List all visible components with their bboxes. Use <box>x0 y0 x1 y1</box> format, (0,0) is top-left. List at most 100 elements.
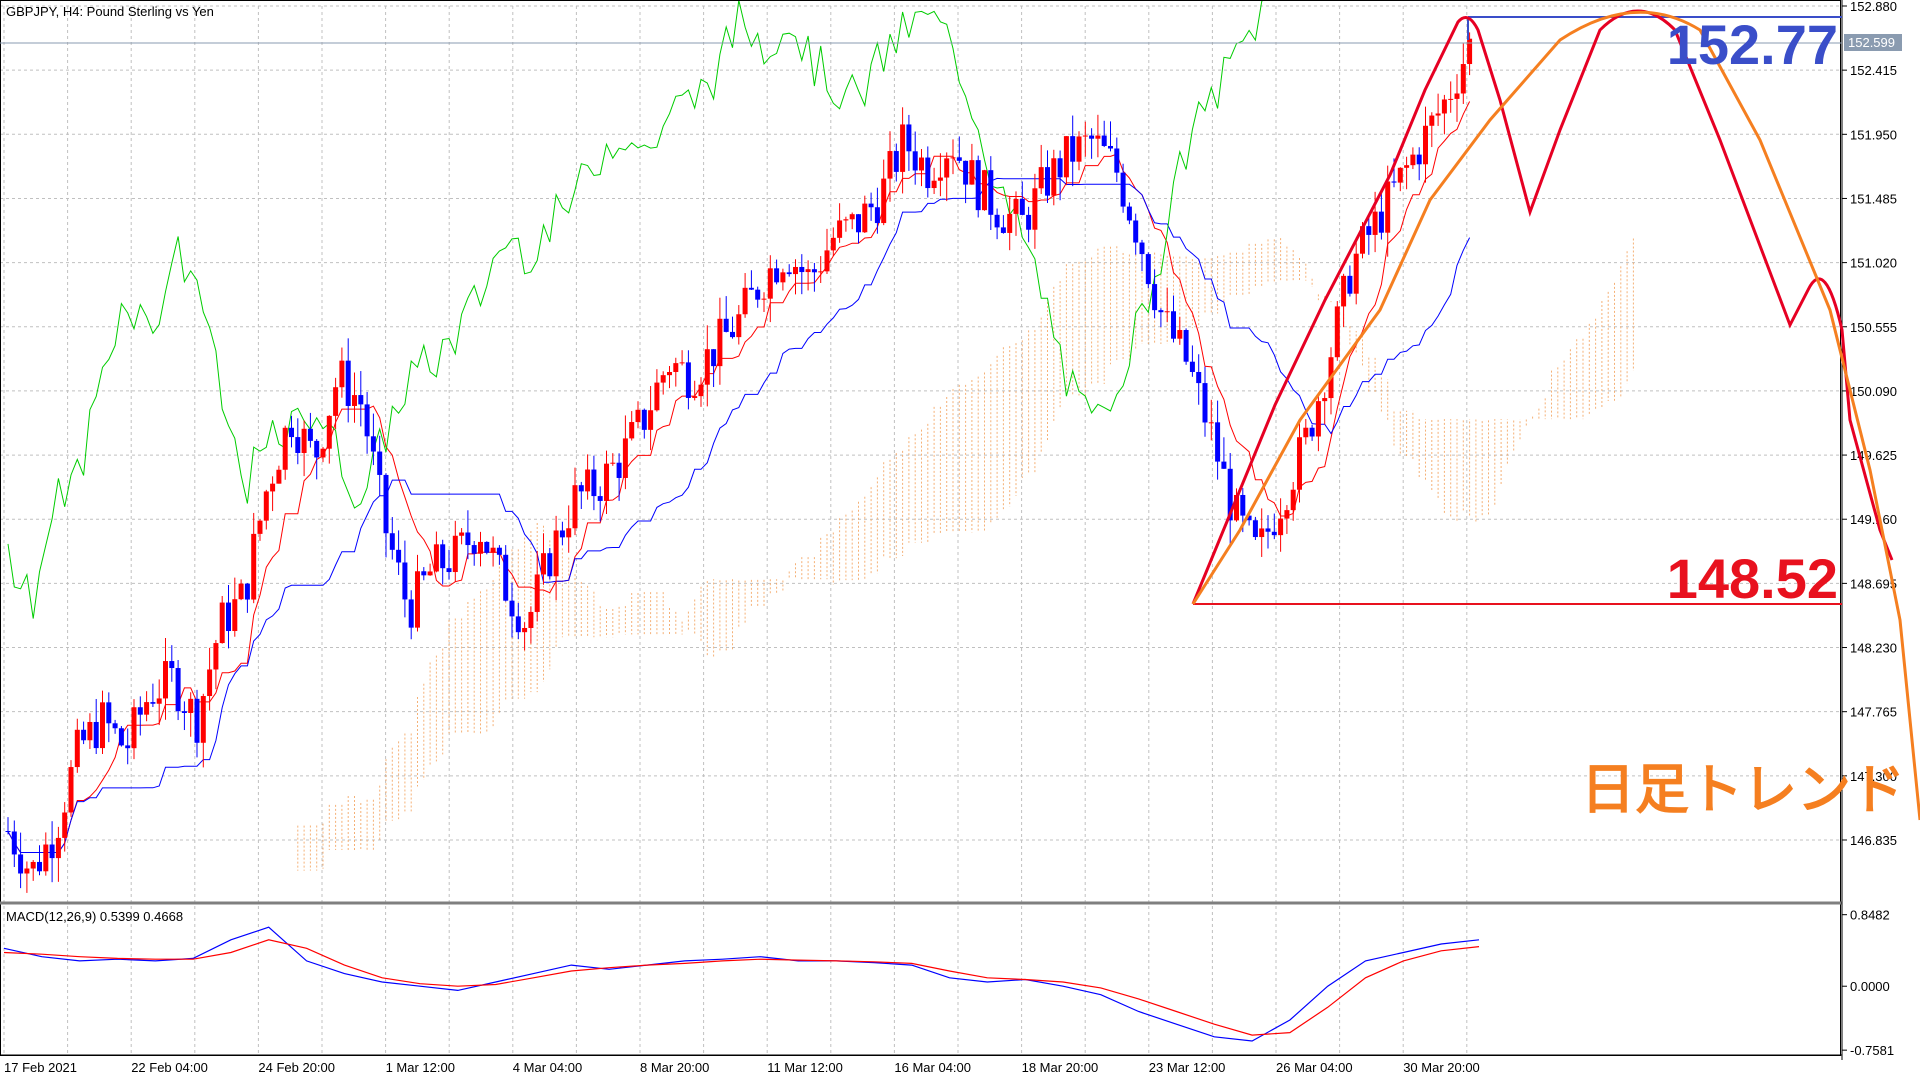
candle-body <box>1467 38 1473 65</box>
candle-body <box>711 349 717 367</box>
price-tick-label: 147.300 <box>1850 769 1897 784</box>
candle-body <box>1404 165 1410 168</box>
candle-body <box>5 831 11 833</box>
macd-tick-label: 0.8482 <box>1850 908 1890 923</box>
candle-body <box>1441 99 1447 114</box>
candle-body <box>515 616 521 633</box>
candle-body <box>1057 158 1063 178</box>
time-tick-label: 23 Mar 12:00 <box>1149 1060 1226 1075</box>
current-price-label: 152.599 <box>1848 35 1895 50</box>
candle-body <box>1070 136 1076 162</box>
candle-body <box>396 549 402 563</box>
candle-body <box>541 553 546 575</box>
candle-body <box>1000 227 1006 233</box>
candle-body <box>333 387 339 416</box>
candle-body <box>736 314 742 338</box>
macd-signal-line <box>3 939 1480 1036</box>
candle-body <box>1045 167 1050 196</box>
candle-body <box>213 643 219 670</box>
candle-body <box>93 721 99 749</box>
candle-body <box>1152 284 1158 311</box>
candle-body <box>301 428 307 453</box>
candle-body <box>963 160 969 185</box>
forecast-red-path <box>1191 9 1894 605</box>
candle-body <box>81 729 87 741</box>
candle-body <box>251 533 257 600</box>
candle-body <box>1221 461 1227 469</box>
candle-body <box>572 485 578 529</box>
candle-body <box>1139 242 1145 255</box>
price-candles <box>5 32 1473 893</box>
candle-body <box>345 360 351 406</box>
candle-body <box>1208 422 1214 424</box>
candle-body <box>1423 125 1428 165</box>
candle-body <box>843 219 849 221</box>
candle-body <box>585 469 591 492</box>
candle-body <box>553 530 559 577</box>
candle-body <box>622 438 628 478</box>
candle-body <box>944 158 950 178</box>
candle-body <box>402 562 408 600</box>
price-axis[interactable]: 152.880 152.415 151.950 151.485 151.020 150.5… <box>1842 0 1897 848</box>
candle-body <box>881 178 887 224</box>
candle-body <box>900 124 906 172</box>
candle-body <box>1297 437 1302 490</box>
candle-body <box>685 362 691 398</box>
candle-body <box>188 698 194 713</box>
candle-body <box>1032 188 1038 230</box>
candle-body <box>169 661 175 669</box>
candle-body <box>528 611 534 628</box>
candle-body <box>74 729 80 768</box>
candle-body <box>383 474 389 534</box>
candle-body <box>276 469 282 484</box>
candle-body <box>125 745 131 749</box>
candle-body <box>1158 310 1164 313</box>
candle-body <box>289 427 294 438</box>
time-tick-label: 1 Mar 12:00 <box>386 1060 455 1075</box>
candle-body <box>1026 214 1032 230</box>
candle-body <box>282 427 288 470</box>
candle-body <box>465 532 471 546</box>
candle-body <box>1347 275 1353 294</box>
candle-body <box>1460 64 1466 94</box>
candle-body <box>597 496 603 501</box>
time-axis[interactable]: 17 Feb 2021 22 Feb 04:00 24 Feb 20:00 1 Mar… <box>4 1060 1480 1075</box>
candle-body <box>181 711 187 713</box>
candle-body <box>1454 93 1460 99</box>
candle-body <box>200 696 206 743</box>
candle-body <box>604 463 609 501</box>
candle-body <box>811 269 817 273</box>
candle-body <box>1353 253 1359 294</box>
candle-body <box>226 602 231 632</box>
candle-body <box>723 318 729 332</box>
macd-pane <box>3 926 1480 1042</box>
trend-annotation: 日足トレンド <box>1581 758 1905 821</box>
candle-body <box>793 266 798 275</box>
candle-body <box>1007 213 1013 233</box>
candle-body <box>314 440 320 458</box>
candle-body <box>1101 135 1107 146</box>
candle-body <box>232 599 238 632</box>
candle-body <box>610 462 616 464</box>
candle-body <box>698 384 704 397</box>
price-tick-label: 148.695 <box>1850 576 1897 591</box>
candle-body <box>452 535 458 573</box>
candle-body <box>849 214 855 220</box>
tenkan-line <box>7 101 1471 853</box>
time-tick-label: 24 Feb 20:00 <box>258 1060 335 1075</box>
candle-body <box>761 298 767 300</box>
ichimoku-lines <box>7 0 1471 853</box>
candle-body <box>11 831 17 855</box>
time-tick-label: 26 Mar 04:00 <box>1276 1060 1353 1075</box>
candle-body <box>818 271 824 273</box>
candle-body <box>1076 136 1082 162</box>
candle-body <box>742 287 748 315</box>
candle-body <box>257 520 263 534</box>
candle-body <box>1215 422 1221 462</box>
candle-body <box>471 545 477 554</box>
candle-body <box>648 410 654 430</box>
candle-body <box>87 721 93 741</box>
macd-tick-label: -0.7581 <box>1850 1043 1894 1058</box>
candle-body <box>717 318 723 367</box>
